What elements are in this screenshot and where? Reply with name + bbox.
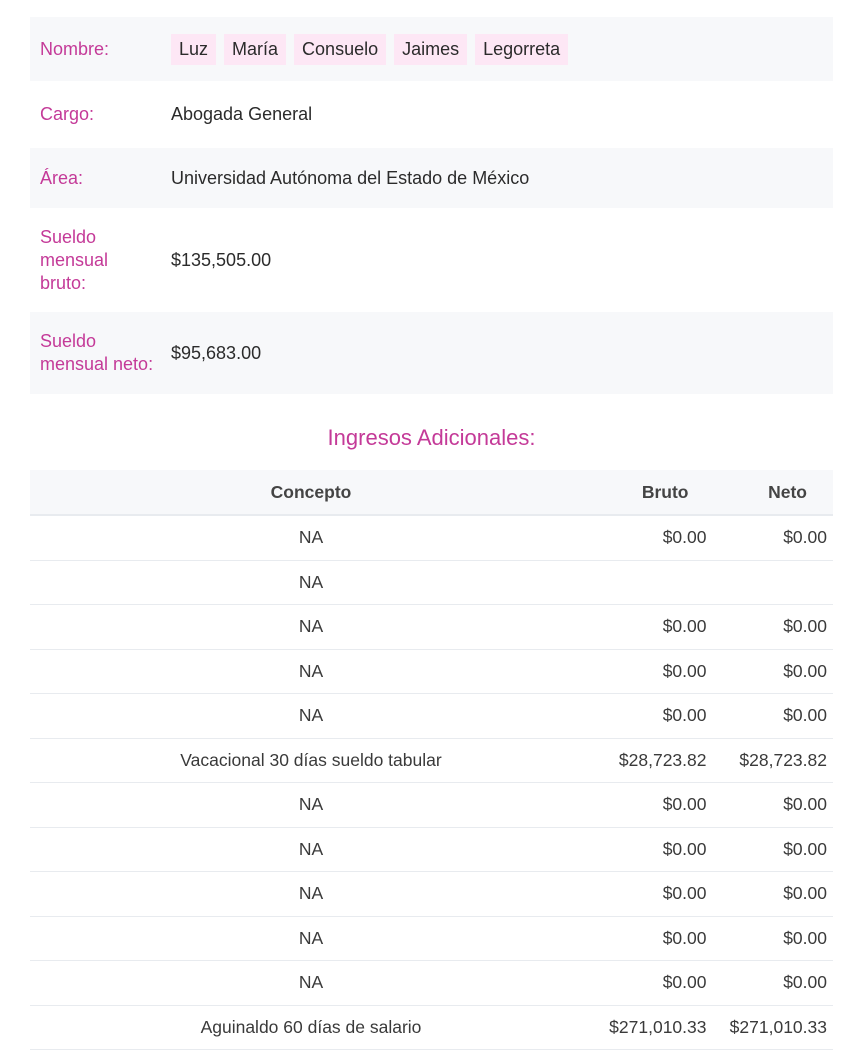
table-row: NA bbox=[30, 560, 833, 605]
employee-info: Nombre: Luz María Consuelo Jaimes Legorreta … bbox=[30, 17, 833, 394]
ingresos-title: Ingresos Adicionales: bbox=[327, 425, 536, 450]
concepto-cell: Vacacional 30 días sueldo tabular bbox=[30, 738, 592, 783]
area-value: Universidad Autónoma del Estado de Méxic… bbox=[171, 167, 530, 188]
concepto-cell: NA bbox=[30, 782, 592, 828]
header-neto: Neto bbox=[712, 470, 833, 516]
table-row: NA $0.00 $0.00 bbox=[30, 782, 833, 828]
row-sueldo-bruto: Sueldo mensual bruto: $135,505.00 bbox=[30, 208, 833, 312]
neto-cell: $271,010.33 bbox=[712, 1005, 833, 1050]
neto-cell bbox=[712, 560, 833, 605]
header-concepto: Concepto bbox=[30, 470, 592, 516]
bruto-cell: $271,010.33 bbox=[592, 1005, 713, 1050]
concepto-cell: NA bbox=[30, 604, 592, 650]
bruto-cell: $0.00 bbox=[592, 515, 713, 561]
bruto-cell bbox=[592, 560, 713, 605]
bruto-cell: $28,723.82 bbox=[592, 738, 713, 783]
bruto-cell: $0.00 bbox=[592, 871, 713, 917]
table-row: NA $0.00 $0.00 bbox=[30, 871, 833, 917]
sueldo-bruto-value: $135,505.00 bbox=[171, 249, 272, 270]
table-row: NA $0.00 $0.00 bbox=[30, 515, 833, 561]
row-nombre: Nombre: Luz María Consuelo Jaimes Legorreta bbox=[30, 17, 833, 81]
concepto-cell: NA bbox=[30, 960, 592, 1006]
bruto-cell: $0.00 bbox=[592, 649, 713, 694]
concepto-cell: NA bbox=[30, 693, 592, 739]
cargo-value: Abogada General bbox=[171, 104, 313, 124]
neto-cell: $0.00 bbox=[712, 604, 833, 650]
concepto-cell: Aguinaldo 60 días de salario bbox=[30, 1005, 592, 1050]
bruto-cell: $0.00 bbox=[592, 827, 713, 872]
bruto-cell: $0.00 bbox=[592, 916, 713, 961]
table-row: NA $0.00 $0.00 bbox=[30, 827, 833, 872]
area-label: Área: bbox=[40, 167, 84, 188]
table-row: NA $0.00 $0.00 bbox=[30, 960, 833, 1006]
sueldo-bruto-label: Sueldo mensual bruto: bbox=[40, 226, 109, 293]
concepto-cell: NA bbox=[30, 827, 592, 872]
table-row: Aguinaldo 60 días de salario $271,010.33 $… bbox=[30, 1005, 833, 1050]
neto-cell: $0.00 bbox=[712, 782, 833, 828]
name-chip: María bbox=[224, 33, 287, 65]
row-area: Área: Universidad Autónoma del Estado de… bbox=[30, 148, 833, 208]
neto-cell: $0.00 bbox=[712, 871, 833, 917]
concepto-cell: NA bbox=[30, 560, 592, 605]
bruto-cell: $0.00 bbox=[592, 604, 713, 650]
row-sueldo-neto: Sueldo mensual neto: $95,683.00 bbox=[30, 312, 833, 394]
nombre-label: Nombre: bbox=[40, 38, 110, 59]
table-row: NA $0.00 $0.00 bbox=[30, 649, 833, 694]
name-chip: Luz bbox=[171, 33, 217, 65]
neto-cell: $0.00 bbox=[712, 960, 833, 1006]
concepto-cell: NA bbox=[30, 916, 592, 961]
name-chip: Jaimes bbox=[394, 33, 468, 65]
table-header: Concepto Bruto Neto bbox=[30, 470, 833, 516]
table-row: NA $0.00 $0.00 bbox=[30, 693, 833, 739]
table-row: Vacacional 30 días sueldo tabular $28,723… bbox=[30, 738, 833, 783]
bruto-cell: $0.00 bbox=[592, 693, 713, 739]
table-row: NA $0.00 $0.00 bbox=[30, 916, 833, 961]
concepto-cell: NA bbox=[30, 515, 592, 561]
name-chips: Luz María Consuelo Jaimes Legorreta bbox=[171, 33, 576, 65]
row-cargo: Cargo: Abogada General bbox=[30, 81, 833, 148]
concepto-cell: NA bbox=[30, 649, 592, 694]
ingresos-table: Concepto Bruto Neto NA $0.00 $0.00 NA NA $0.0… bbox=[30, 470, 833, 1050]
neto-cell: $0.00 bbox=[712, 515, 833, 561]
name-chip: Consuelo bbox=[294, 33, 387, 65]
header-bruto: Bruto bbox=[592, 470, 713, 516]
neto-cell: $0.00 bbox=[712, 649, 833, 694]
table-row: NA $0.00 $0.00 bbox=[30, 604, 833, 650]
bruto-cell: $0.00 bbox=[592, 960, 713, 1006]
neto-cell: $0.00 bbox=[712, 693, 833, 739]
bruto-cell: $0.00 bbox=[592, 782, 713, 828]
neto-cell: $0.00 bbox=[712, 916, 833, 961]
cargo-label: Cargo: bbox=[40, 104, 95, 124]
neto-cell: $28,723.82 bbox=[712, 738, 833, 783]
sueldo-neto-label: Sueldo mensual neto: bbox=[40, 331, 154, 374]
neto-cell: $0.00 bbox=[712, 827, 833, 872]
name-chip: Legorreta bbox=[475, 33, 569, 65]
concepto-cell: NA bbox=[30, 871, 592, 917]
sueldo-neto-value: $95,683.00 bbox=[171, 342, 262, 363]
